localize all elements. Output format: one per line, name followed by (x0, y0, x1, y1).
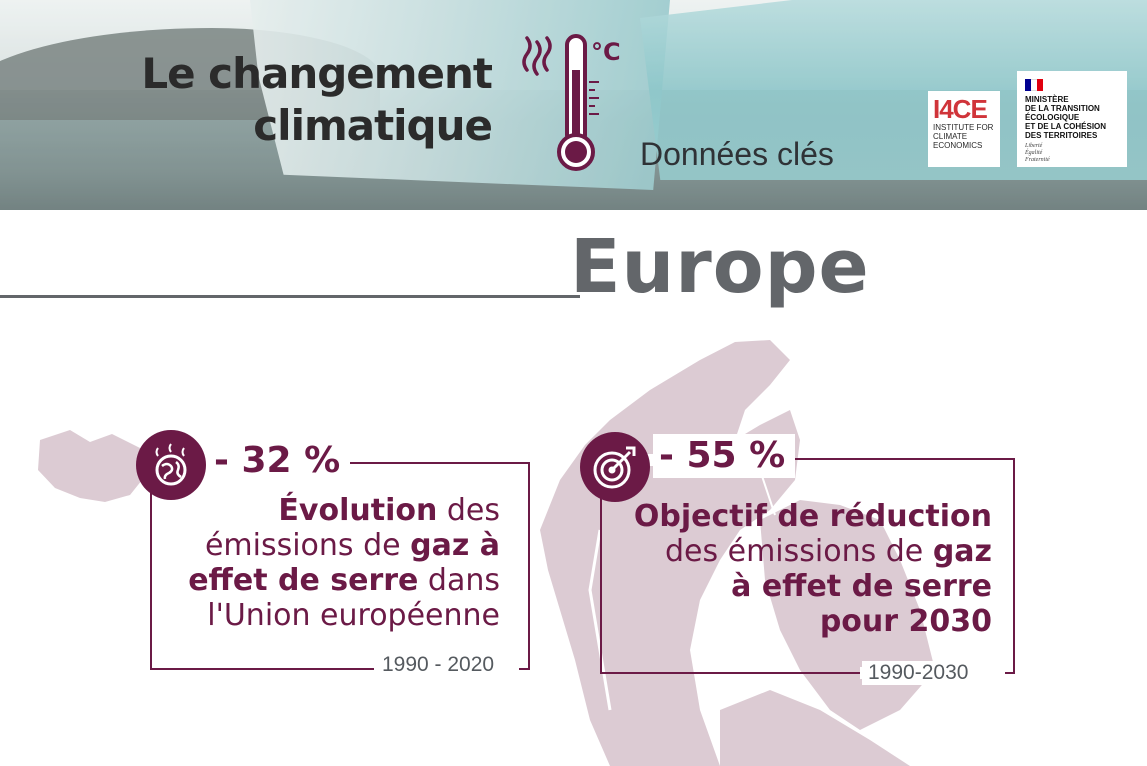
globe-heat-icon (136, 430, 206, 500)
stat-description-emissions: Évolution des émissions de gaz à effet d… (188, 493, 500, 633)
i4ce-logo[interactable]: I4CE INSTITUTE FOR CLIMATE ECONOMICS (928, 91, 1000, 167)
ministry-motto: Liberté Égalité Fraternité (1025, 143, 1050, 163)
stat-period-emissions: 1990 - 2020 (376, 653, 501, 677)
thermometer-unit: °C (591, 38, 621, 66)
ministry-name: MINISTÈRE DE LA TRANSITION ÉCOLOGIQUE ET… (1025, 95, 1107, 140)
i4ce-logo-text: INSTITUTE FOR CLIMATE ECONOMICS (933, 123, 994, 150)
stat-value-target: - 55 % (653, 434, 796, 478)
ministry-logo[interactable]: MINISTÈRE DE LA TRANSITION ÉCOLOGIQUE ET… (1017, 71, 1127, 167)
french-flag-icon (1025, 79, 1043, 91)
i4ce-logo-mark: I4CE (933, 94, 988, 124)
region-divider (0, 295, 580, 298)
page-title-line1: Le changement (141, 49, 493, 98)
stat-value-emissions: - 32 % (208, 439, 351, 483)
subtitle: Données clés (640, 136, 834, 172)
page-title: Le changement climatique (92, 48, 493, 152)
thermometer-icon: °C (522, 34, 621, 171)
banner-iceberg (250, 0, 670, 190)
page-title-line2: climatique (253, 101, 493, 150)
stat-period-target: 1990-2030 (862, 661, 975, 685)
target-arrow-icon (580, 432, 650, 502)
stat-description-target: Objectif de réduction des émissions de g… (633, 499, 992, 639)
region-title: Europe (570, 224, 870, 310)
